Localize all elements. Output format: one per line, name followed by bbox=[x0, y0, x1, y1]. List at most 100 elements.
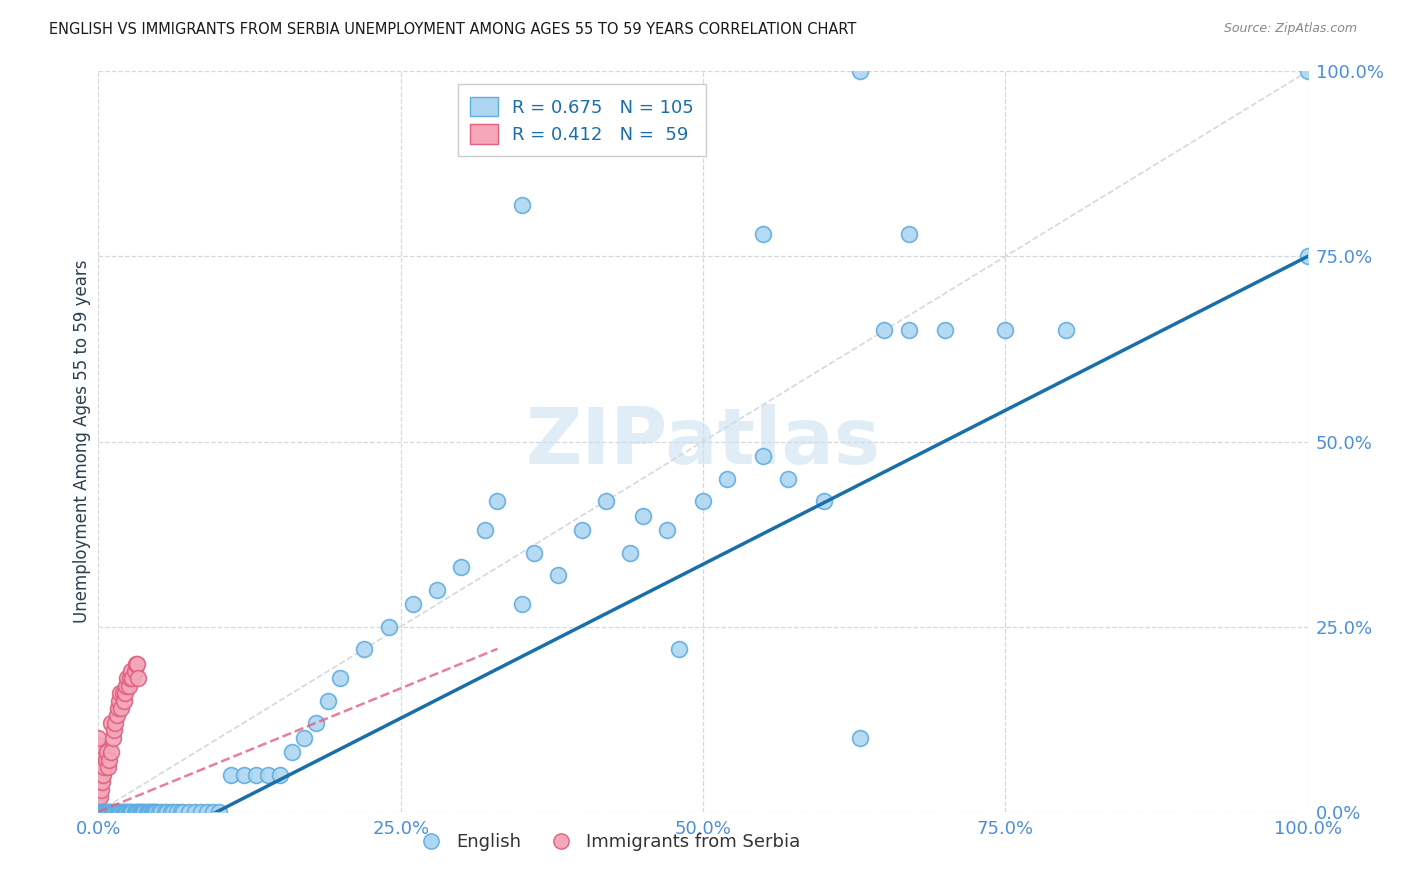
Point bbox=[118, 805, 141, 819]
Point bbox=[100, 715, 122, 730]
Point bbox=[873, 324, 896, 338]
Point bbox=[93, 805, 115, 819]
Point bbox=[166, 805, 188, 819]
Point bbox=[138, 805, 160, 819]
Point bbox=[87, 805, 110, 819]
Point bbox=[135, 805, 157, 819]
Point bbox=[510, 598, 533, 612]
Point bbox=[87, 805, 110, 819]
Point bbox=[127, 672, 149, 686]
Point bbox=[114, 686, 136, 700]
Point bbox=[813, 493, 835, 508]
Point bbox=[87, 805, 110, 819]
Point bbox=[114, 805, 136, 819]
Point bbox=[127, 805, 149, 819]
Point bbox=[112, 694, 135, 708]
Point bbox=[87, 760, 110, 774]
Point bbox=[474, 524, 496, 538]
Point bbox=[121, 672, 143, 686]
Point bbox=[668, 641, 690, 656]
Point bbox=[156, 805, 179, 819]
Point bbox=[571, 524, 593, 538]
Point bbox=[281, 746, 304, 760]
Point bbox=[104, 805, 127, 819]
Point bbox=[87, 805, 110, 819]
Point bbox=[110, 701, 132, 715]
Point bbox=[232, 767, 254, 781]
Point bbox=[108, 694, 131, 708]
Point bbox=[523, 546, 546, 560]
Point bbox=[98, 805, 121, 819]
Point bbox=[87, 767, 110, 781]
Point bbox=[619, 546, 641, 560]
Point bbox=[96, 805, 118, 819]
Point bbox=[115, 679, 138, 693]
Point bbox=[87, 805, 110, 819]
Point bbox=[87, 805, 110, 819]
Point bbox=[162, 805, 184, 819]
Point bbox=[131, 805, 153, 819]
Point bbox=[87, 805, 110, 819]
Point bbox=[112, 805, 135, 819]
Point bbox=[128, 805, 150, 819]
Point bbox=[450, 560, 472, 574]
Point bbox=[115, 805, 138, 819]
Point bbox=[124, 664, 146, 678]
Point bbox=[595, 493, 617, 508]
Text: ZIPatlas: ZIPatlas bbox=[526, 403, 880, 480]
Point bbox=[172, 805, 194, 819]
Point bbox=[111, 805, 134, 819]
Point bbox=[184, 805, 207, 819]
Point bbox=[148, 805, 170, 819]
Point bbox=[195, 805, 218, 819]
Point bbox=[101, 731, 124, 745]
Point bbox=[631, 508, 654, 523]
Point bbox=[897, 324, 920, 338]
Text: Source: ZipAtlas.com: Source: ZipAtlas.com bbox=[1223, 22, 1357, 36]
Point bbox=[377, 619, 399, 633]
Point bbox=[87, 805, 110, 819]
Point bbox=[994, 324, 1017, 338]
Point bbox=[150, 805, 173, 819]
Point bbox=[752, 227, 775, 242]
Point bbox=[245, 767, 267, 781]
Point bbox=[103, 805, 125, 819]
Point bbox=[104, 715, 127, 730]
Point bbox=[353, 641, 375, 656]
Point bbox=[179, 805, 201, 819]
Point bbox=[105, 708, 128, 723]
Point bbox=[90, 782, 112, 797]
Point bbox=[292, 731, 315, 745]
Point bbox=[305, 715, 328, 730]
Point bbox=[91, 775, 114, 789]
Point bbox=[849, 731, 872, 745]
Point bbox=[121, 805, 143, 819]
Point bbox=[160, 805, 183, 819]
Point bbox=[89, 805, 111, 819]
Point bbox=[120, 664, 142, 678]
Point bbox=[87, 805, 110, 819]
Point bbox=[111, 686, 134, 700]
Point bbox=[132, 805, 155, 819]
Point bbox=[849, 64, 872, 78]
Point bbox=[143, 805, 166, 819]
Point bbox=[107, 805, 129, 819]
Point bbox=[108, 805, 131, 819]
Point bbox=[510, 197, 533, 211]
Point bbox=[256, 767, 278, 781]
Point bbox=[117, 672, 139, 686]
Point bbox=[316, 694, 339, 708]
Point bbox=[100, 805, 122, 819]
Point bbox=[776, 471, 799, 485]
Legend: English, Immigrants from Serbia: English, Immigrants from Serbia bbox=[405, 826, 807, 858]
Point bbox=[87, 731, 110, 745]
Point bbox=[87, 746, 110, 760]
Point bbox=[87, 805, 110, 819]
Point bbox=[117, 805, 139, 819]
Point bbox=[1054, 324, 1077, 338]
Point bbox=[87, 805, 110, 819]
Point bbox=[97, 805, 120, 819]
Point bbox=[1296, 250, 1319, 264]
Point bbox=[91, 805, 114, 819]
Point bbox=[96, 746, 118, 760]
